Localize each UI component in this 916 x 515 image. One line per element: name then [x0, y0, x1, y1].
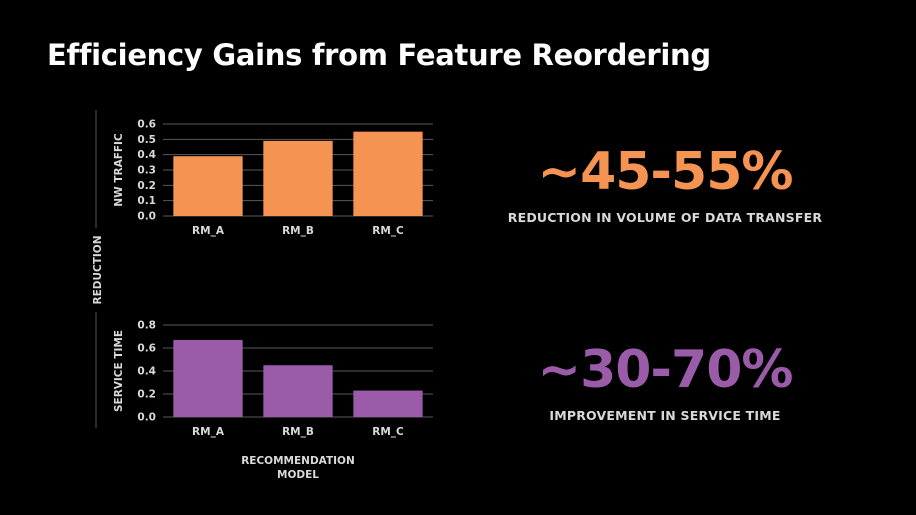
y-tick-label: 0.5 — [137, 134, 156, 146]
bar-rm-b — [263, 140, 333, 216]
bar-rm-c — [353, 390, 423, 417]
y-tick-label: 0.2 — [137, 389, 156, 401]
y-tick-label: 0.6 — [137, 343, 156, 355]
stat-value-data-transfer: ~45-55% — [537, 142, 794, 202]
stat-caption-service-time: IMPROVEMENT IN SERVICE TIME — [549, 408, 781, 423]
stat-caption-data-transfer: REDUCTION IN VOLUME OF DATA TRANSFER — [507, 210, 823, 225]
shared-y-title: REDUCTION — [92, 236, 104, 305]
y-tick-label: 0.0 — [137, 412, 156, 424]
bar-rm-a — [173, 339, 243, 417]
slide-title: Efficiency Gains from Feature Reordering — [47, 38, 711, 72]
stat-block-service-time: ~30-70% IMPROVEMENT IN SERVICE TIME — [470, 344, 860, 423]
bar-rm-c — [353, 131, 423, 216]
y-tick-label: 0.1 — [137, 195, 156, 207]
bar-rm-a — [173, 156, 243, 216]
y-axis-title: NW TRAFFIC — [113, 133, 125, 207]
y-tick-label: 0.0 — [137, 211, 156, 223]
y-tick-label: 0.6 — [137, 119, 156, 131]
shared-x-title-line: RECOMMENDATION — [241, 455, 355, 467]
stat-block-data-transfer: ~45-55% REDUCTION IN VOLUME OF DATA TRAN… — [470, 146, 860, 225]
shared-x-title-line: MODEL — [277, 469, 319, 481]
stat-value-service-time: ~30-70% — [537, 340, 794, 400]
x-tick-label: RM_C — [372, 426, 404, 438]
bar-rm-b — [263, 365, 333, 417]
x-tick-label: RM_A — [192, 225, 225, 237]
y-tick-label: 0.4 — [137, 149, 156, 161]
x-tick-label: RM_A — [192, 426, 225, 438]
x-tick-label: RM_C — [372, 225, 404, 237]
y-tick-label: 0.4 — [137, 366, 156, 378]
y-tick-label: 0.2 — [137, 180, 156, 192]
x-tick-label: RM_B — [282, 426, 314, 438]
y-axis-title: SERVICE TIME — [113, 330, 125, 412]
y-tick-label: 0.8 — [137, 320, 156, 332]
x-tick-label: RM_B — [282, 225, 314, 237]
y-tick-label: 0.3 — [137, 165, 156, 177]
